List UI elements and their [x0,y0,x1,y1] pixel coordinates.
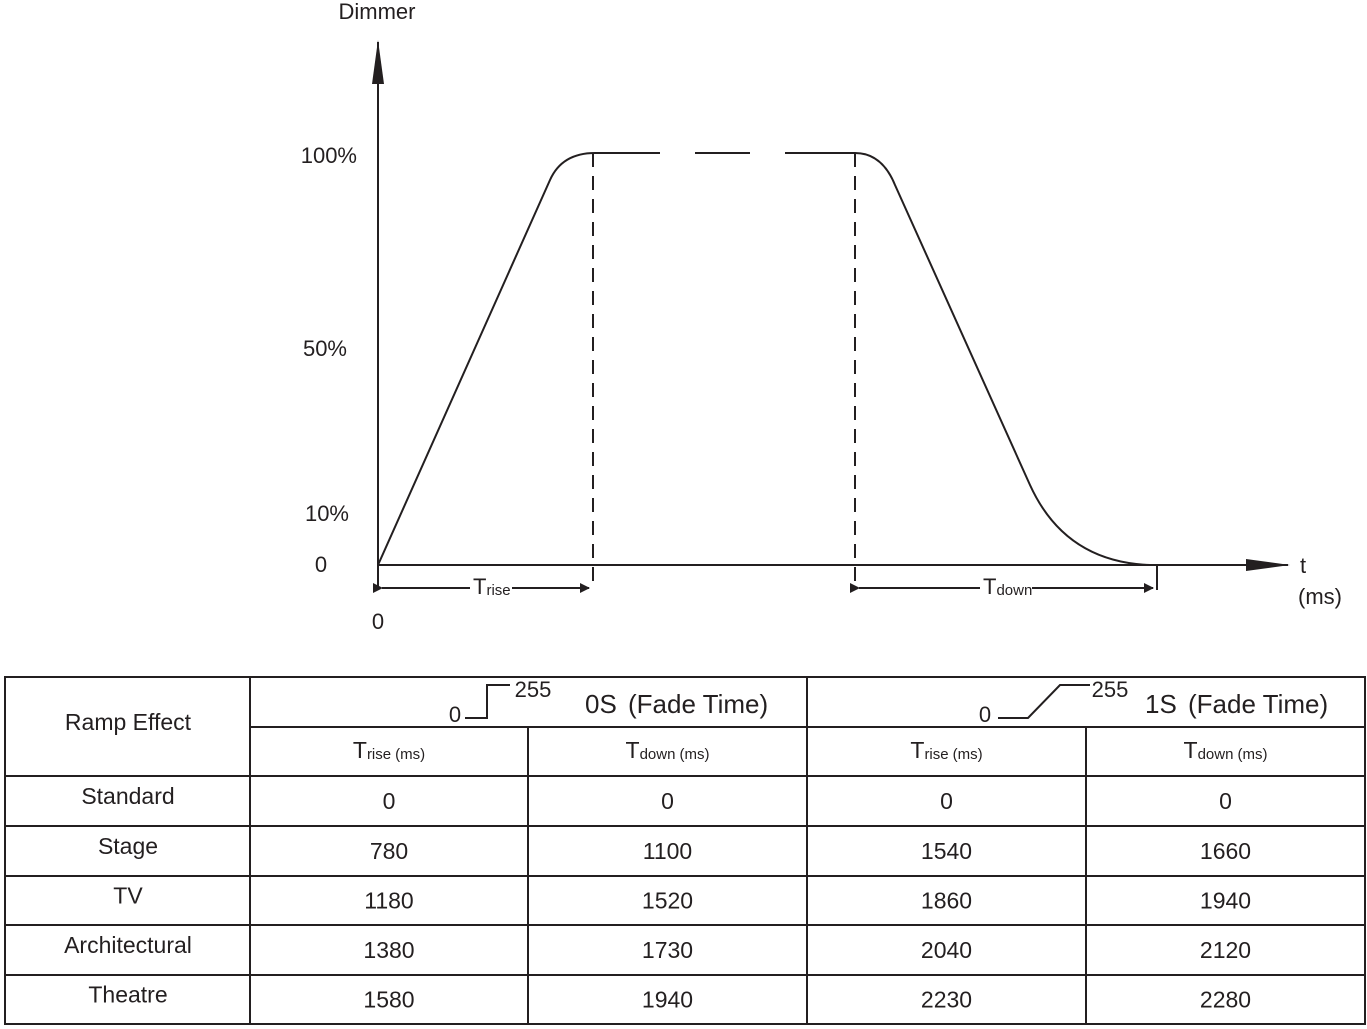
column-header: Trise (ms) [353,737,425,763]
row-label: TV [113,883,143,909]
symbol: T [983,574,996,599]
symbol: T [473,574,486,599]
cell: 0 [383,788,396,814]
span-label: Tdown [983,574,1032,599]
symbol: T [626,737,640,763]
cell: 780 [370,838,408,864]
table-border [4,676,1366,1025]
icon-low: 0 [979,702,991,727]
column-header: Tdown (ms) [1184,737,1268,763]
row-label: Theatre [88,982,167,1008]
cell: 0 [661,788,674,814]
group-note: (Fade Time) [1188,689,1328,719]
column-header: Trise (ms) [910,737,982,763]
span-label: Trise [473,574,511,599]
subscript: down [1198,746,1234,763]
fade-icon [465,684,510,719]
cell: 2280 [1200,987,1251,1013]
cell: 0 [1219,788,1232,814]
row-label: Architectural [64,932,192,958]
y-axis-label: Dimmer [339,0,416,24]
cell: 1180 [364,888,413,914]
y-label: 50% [303,336,347,361]
cell: 2230 [921,987,972,1013]
label-bg [980,576,1032,600]
subscript: rise [924,746,948,763]
x-axis-label: (ms) [1298,584,1342,609]
icon-high: 255 [1092,677,1129,702]
subscript: rise [486,582,510,599]
row-label: Stage [98,833,158,859]
y-label: 0 [315,552,327,577]
y-label: 100% [301,143,357,168]
y-label: 10% [305,501,349,526]
label-bg [470,576,512,600]
symbol: T [910,737,924,763]
header-cell: Ramp Effect [65,709,192,735]
cell: 1940 [1200,888,1251,914]
ramp-curve [377,152,1151,566]
column-header: Tdown (ms) [626,737,710,763]
icon-low: 0 [449,702,461,727]
unit: (ms) [679,746,709,763]
cell: 1380 [363,937,414,963]
cell: 2120 [1200,937,1251,963]
row-label: Standard [81,783,174,809]
subscript: down [640,746,676,763]
cell: 1520 [642,888,693,914]
subscript: down [996,582,1032,599]
cell: 1660 [1200,838,1251,864]
group-name: 0S [585,689,617,719]
x-axis-label: t [1300,553,1306,578]
cell: 1940 [642,987,693,1013]
cell: 0 [940,788,953,814]
cell: 2040 [921,937,972,963]
cell: 1580 [363,987,414,1013]
x-origin: 0 [372,609,384,634]
cell: 1730 [642,937,693,963]
cell: 1860 [921,888,972,914]
group-name: 1S [1145,689,1177,719]
unit: (ms) [1237,746,1267,763]
fade-icon [998,684,1090,719]
group-note: (Fade Time) [628,689,768,719]
unit: (ms) [395,746,425,763]
cell: 1540 [921,838,972,864]
cell: 1100 [643,838,692,864]
symbol: T [1184,737,1198,763]
icon-high: 255 [515,677,552,702]
subscript: rise [367,746,391,763]
symbol: T [353,737,367,763]
unit: (ms) [953,746,983,763]
